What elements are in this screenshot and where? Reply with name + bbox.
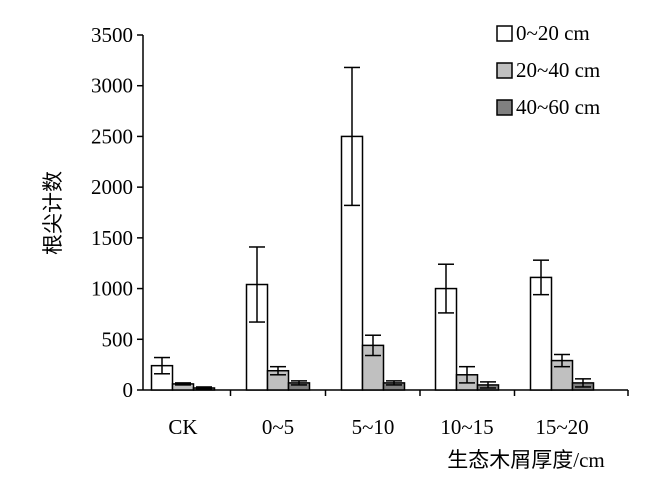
y-tick-label: 2000 <box>91 175 133 199</box>
bars-layer <box>150 66 595 391</box>
y-tick-label: 3500 <box>91 23 133 47</box>
x-tick-label: 10~15 <box>440 415 493 439</box>
legend-swatch <box>496 25 513 42</box>
x-tick-label: 15~20 <box>535 415 588 439</box>
legend: 0~20 cm 20~40 cm 40~60 cm <box>496 21 600 119</box>
x-tick-label: CK <box>168 415 197 439</box>
legend-label: 0~20 cm <box>516 21 590 45</box>
x-tick-label: 5~10 <box>352 415 395 439</box>
y-tick-label: 3000 <box>91 74 133 98</box>
x-tick-label: 0~5 <box>262 415 294 439</box>
axes-layer: 0 500 1000 1500 2000 2500 3000 3500 CK 0~5 5~10 10~… <box>91 23 629 439</box>
y-tick-label: 0 <box>123 378 134 402</box>
y-tick-label: 1500 <box>91 226 133 250</box>
legend-label: 20~40 cm <box>516 58 600 82</box>
legend-swatch <box>496 99 513 116</box>
y-tick-label: 1000 <box>91 277 133 301</box>
y-axis-label: 根尖计数 <box>41 171 65 255</box>
y-tick-label: 2500 <box>91 124 133 148</box>
x-axis-label: 生态木屑厚度/cm <box>447 448 605 472</box>
y-tick-label: 500 <box>102 327 134 351</box>
legend-swatch <box>496 62 513 79</box>
legend-label: 40~60 cm <box>516 95 600 119</box>
